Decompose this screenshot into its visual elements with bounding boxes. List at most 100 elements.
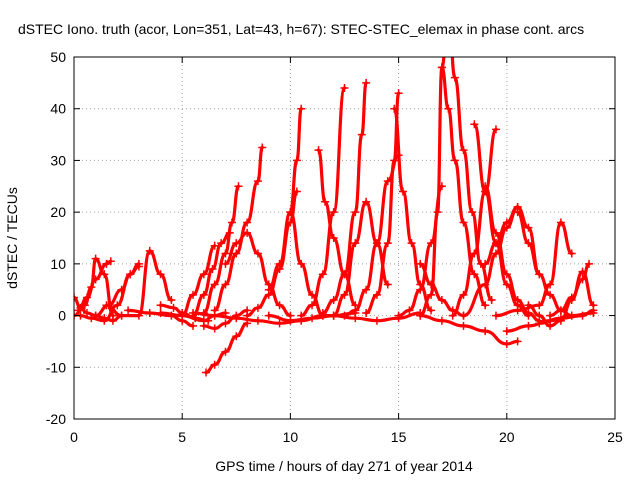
series-arc-46 — [537, 308, 595, 325]
data-point — [102, 301, 111, 310]
data-point — [362, 197, 371, 206]
data-point — [189, 321, 198, 330]
data-point — [253, 249, 262, 258]
data-point — [578, 275, 587, 284]
series-arc-35 — [418, 314, 520, 346]
data-point — [318, 270, 327, 279]
data-point — [357, 130, 366, 139]
data-point — [145, 246, 154, 255]
data-point — [556, 218, 565, 227]
data-point — [372, 316, 381, 325]
data-point — [556, 314, 565, 323]
data-point — [416, 285, 425, 294]
data-point — [398, 187, 407, 196]
data-point — [318, 308, 327, 317]
data-point — [394, 311, 403, 320]
data-point — [217, 239, 226, 248]
data-point — [178, 311, 187, 320]
data-point — [113, 301, 122, 310]
data-point — [308, 301, 317, 310]
data-point — [372, 239, 381, 248]
data-point — [189, 290, 198, 299]
data-point — [275, 259, 284, 268]
plot-frame — [73, 56, 616, 420]
data-point — [253, 316, 262, 325]
y-tick-label: 0 — [58, 308, 66, 324]
data-point — [74, 293, 78, 302]
data-point — [578, 311, 587, 320]
data-point — [513, 296, 522, 305]
data-point — [459, 290, 468, 299]
data-point — [258, 143, 267, 152]
y-tick-label: 30 — [50, 152, 66, 168]
data-point — [372, 290, 381, 299]
data-point — [535, 311, 544, 320]
data-point — [459, 218, 468, 227]
y-tick-label: 40 — [50, 101, 66, 117]
data-point — [102, 259, 111, 268]
data-point — [450, 73, 459, 82]
data-point — [351, 314, 360, 323]
data-point — [167, 296, 176, 305]
y-tick-label: -20 — [46, 411, 66, 427]
data-point — [100, 316, 109, 325]
data-point — [567, 249, 576, 258]
data-point — [416, 311, 425, 320]
data-point — [450, 156, 459, 165]
x-tick-label: 10 — [283, 429, 299, 445]
data-point — [286, 316, 295, 325]
data-point — [502, 270, 511, 279]
data-point — [321, 197, 330, 206]
data-point — [491, 228, 500, 237]
data-point — [459, 311, 468, 320]
series-arc-19 — [267, 107, 303, 292]
data-point — [491, 311, 500, 320]
data-point — [383, 239, 392, 248]
data-point — [308, 290, 317, 299]
data-point — [491, 249, 500, 258]
data-point — [502, 327, 511, 336]
y-tick-label: 20 — [50, 204, 66, 220]
data-point — [232, 332, 241, 341]
data-point — [437, 296, 446, 305]
data-point — [470, 270, 479, 279]
series-arc-42 — [494, 220, 574, 318]
data-point — [362, 285, 371, 294]
data-point — [156, 270, 165, 279]
data-point — [117, 311, 126, 320]
data-point — [169, 303, 178, 312]
series-arc-15 — [213, 145, 264, 312]
data-point — [502, 218, 511, 227]
data-point — [444, 104, 453, 113]
data-point — [275, 319, 284, 328]
data-point — [308, 314, 317, 323]
data-point — [264, 311, 273, 320]
data-point — [427, 306, 436, 315]
y-tick-label: 50 — [50, 49, 66, 65]
data-point — [329, 234, 338, 242]
data-point — [427, 290, 436, 299]
data-point — [329, 311, 338, 320]
grid — [74, 57, 615, 419]
data-point — [481, 301, 490, 310]
data-point — [87, 314, 96, 323]
data-point — [234, 182, 243, 191]
data-point — [297, 311, 306, 320]
data-point — [243, 311, 252, 320]
data-point — [210, 360, 219, 369]
data-point — [351, 208, 360, 217]
data-point — [362, 308, 371, 317]
series-arc-24 — [321, 81, 368, 315]
data-point — [189, 308, 198, 317]
data-point — [74, 306, 83, 315]
data-point — [253, 303, 262, 312]
data-point — [82, 293, 91, 302]
x-tick-label: 15 — [391, 429, 407, 445]
data-point — [232, 249, 241, 258]
data-point — [502, 340, 511, 349]
data-point — [210, 311, 219, 320]
data-point — [340, 270, 349, 279]
data-point — [243, 228, 252, 237]
data-point — [243, 218, 252, 227]
